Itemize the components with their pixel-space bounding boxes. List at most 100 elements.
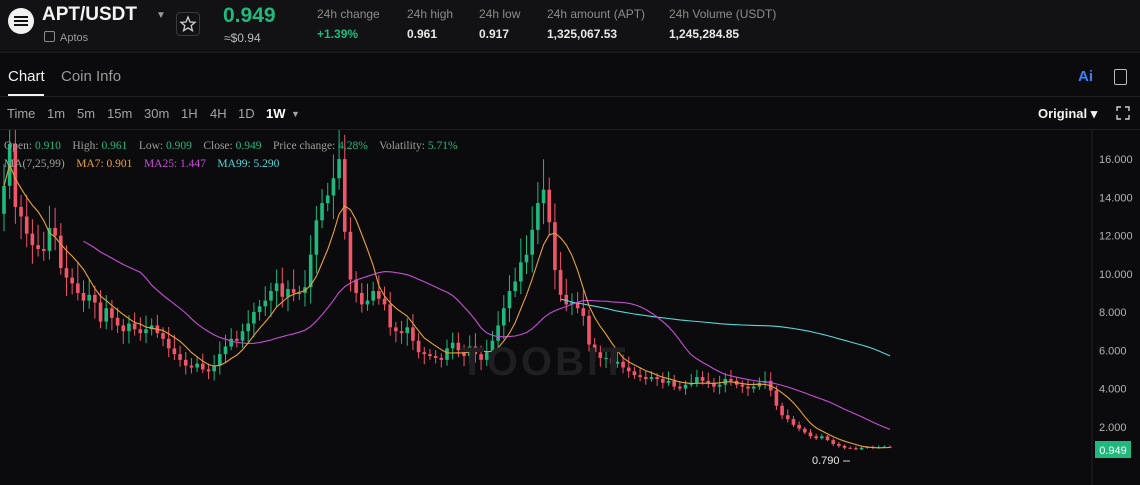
candle-body [706, 380, 711, 383]
stat-24h-high: 24h high 0.961 [407, 7, 454, 41]
candle-body [626, 367, 631, 372]
stat-24h-change: 24h change +1.39% [317, 7, 380, 41]
candlestick-chart[interactable]: 16.000 14.000 12.000 10.000 8.000 6.000 4.000 2… [0, 130, 1140, 485]
candle-body [621, 361, 625, 368]
expand-icon[interactable] [1116, 106, 1130, 120]
candle-body [240, 331, 245, 341]
candle-body [24, 216, 29, 234]
candle-body [484, 352, 489, 360]
candle-body [320, 203, 324, 221]
price-mode-select[interactable]: Original ▾ [1038, 106, 1098, 121]
candle-body [842, 445, 847, 448]
ohlc-legend: Open: 0.910 High: 0.961 Low: 0.909 Close… [4, 140, 458, 152]
candle-body [365, 300, 370, 305]
candle-body [81, 292, 86, 301]
interval-5m[interactable]: 5m [77, 106, 96, 121]
ma99-line [560, 298, 891, 357]
candle-body [655, 377, 659, 379]
interval-4h[interactable]: 4H [210, 106, 227, 121]
candle-body [729, 378, 733, 381]
candle-body [337, 159, 341, 179]
candle-body [76, 283, 80, 293]
candle-body [803, 428, 807, 433]
interval-1m[interactable]: 1m [47, 106, 66, 121]
candle-body [695, 377, 699, 383]
document-icon[interactable] [1114, 69, 1127, 85]
candle-body [286, 289, 290, 297]
price-usd: ≈$0.94 [224, 31, 261, 45]
candle-body [297, 292, 302, 294]
interval-dropdown-icon[interactable]: ▼ [291, 109, 300, 119]
candle-body [172, 348, 177, 355]
candle-body [791, 419, 796, 425]
candle-body [661, 378, 665, 383]
y-tick-label: 12.000 [1099, 231, 1133, 243]
candle-body [246, 323, 251, 332]
ai-icon[interactable]: Ai [1078, 68, 1093, 85]
candle-body [519, 262, 523, 282]
candle-body [206, 369, 211, 372]
trading-pair[interactable]: APT/USDT [42, 4, 137, 25]
candle-body [218, 354, 222, 366]
candle-body [178, 354, 182, 360]
y-tick-label: 2.000 [1099, 422, 1127, 434]
candle-body [524, 254, 529, 263]
candle-body [348, 231, 353, 280]
y-tick-label: 14.000 [1099, 192, 1133, 204]
candle-body [700, 377, 705, 381]
candle-body [127, 323, 131, 332]
candle-body [161, 333, 165, 339]
interval-30m[interactable]: 30m [144, 106, 170, 121]
candle-body [58, 235, 63, 269]
candle-body [592, 344, 597, 353]
tab-chart[interactable]: Chart [8, 68, 45, 85]
candle-body [746, 386, 750, 389]
candle-body [308, 254, 313, 288]
candle-body [325, 195, 330, 204]
candle-body [314, 220, 319, 255]
candle-body [36, 245, 40, 249]
candle-body [331, 178, 336, 196]
candle-body [513, 281, 517, 292]
candle-body [132, 323, 137, 330]
stat-24h-volume: 24h Volume (USDT) 1,245,284.85 [669, 7, 777, 41]
interval-15m[interactable]: 15m [107, 106, 133, 121]
candle-body [649, 377, 654, 379]
candle-body [808, 432, 813, 437]
candle-body [371, 291, 375, 301]
tab-coin-info[interactable]: Coin Info [61, 68, 122, 85]
interval-1h[interactable]: 1H [181, 106, 198, 121]
candle-body [342, 159, 347, 232]
interval-1d[interactable]: 1D [238, 106, 255, 121]
candle-body [564, 294, 569, 305]
ma-legend: MA(7,25,99) MA7: 0.901 MA25: 1.447 MA99:… [4, 158, 280, 170]
candle-body [428, 354, 432, 357]
candle-body [223, 346, 228, 355]
interval-time[interactable]: Time [7, 106, 36, 121]
candle-body [831, 440, 836, 444]
candle-body [269, 291, 273, 301]
candle-body [609, 357, 614, 364]
candle-body [149, 325, 154, 330]
candle-body [604, 357, 608, 359]
candle-body [41, 248, 46, 251]
candle-body [354, 279, 358, 293]
candle-body [433, 356, 438, 358]
candle-body [189, 365, 194, 368]
candle-body [70, 277, 74, 284]
current-price-tag-bg [1095, 441, 1131, 458]
candle-body [439, 357, 444, 360]
last-price: 0.949 [223, 4, 276, 27]
candle-body [888, 446, 892, 448]
star-icon[interactable] [176, 12, 200, 36]
candle-body [797, 424, 801, 429]
aptos-logo [8, 8, 34, 34]
candle-body [814, 436, 818, 439]
candle-body [360, 292, 364, 305]
pair-dropdown-icon[interactable]: ▼ [156, 10, 166, 21]
interval-1w[interactable]: 1W [266, 106, 286, 121]
candle-body [496, 325, 500, 341]
candle-body [445, 348, 449, 360]
y-tick-label: 16.000 [1099, 154, 1133, 166]
candle-body [672, 380, 676, 387]
